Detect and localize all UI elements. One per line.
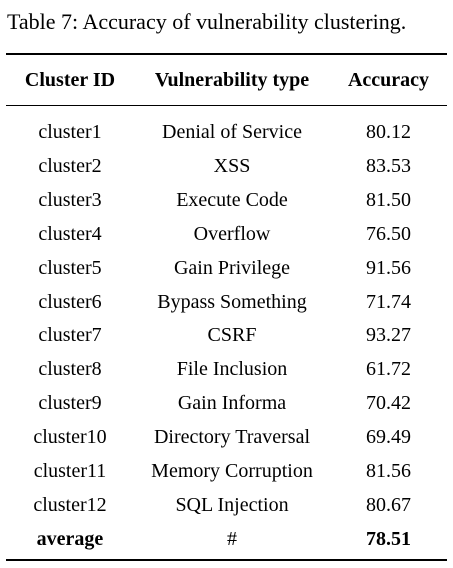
cell-accuracy: 80.67 (366, 494, 411, 516)
cell-vulnerability-type: SQL Injection (175, 494, 289, 516)
cell-vulnerability-type: Gain Informa (177, 392, 287, 414)
average-accuracy: 78.51 (366, 528, 411, 550)
cell-cluster-id: cluster10 (33, 426, 107, 448)
cell-cluster-id: cluster9 (38, 392, 102, 414)
table-caption: Table 7: Accuracy of vulnerability clust… (7, 9, 407, 34)
cell-vulnerability-type: Denial of Service (162, 121, 302, 143)
table-row: cluster5 Gain Privilege 91.56 (6, 253, 447, 283)
table-row: cluster9 Gain Informa 70.42 (6, 388, 447, 418)
cell-cluster-id: cluster5 (38, 257, 102, 279)
table-row: cluster7 CSRF 93.27 (6, 320, 447, 350)
cell-accuracy: 80.12 (366, 121, 411, 143)
cell-cluster-id: cluster8 (38, 358, 102, 380)
table-row: cluster4 Overflow 76.50 (6, 219, 447, 249)
table-row: cluster8 File Inclusion 61.72 (6, 354, 447, 384)
cell-cluster-id: cluster6 (38, 291, 102, 313)
top-rule (6, 53, 447, 55)
table-row: cluster12 SQL Injection 80.67 (6, 490, 447, 520)
header-rule (6, 105, 447, 106)
table-header-row: Cluster ID Vulnerability type Accuracy (6, 65, 447, 95)
cell-accuracy: 91.56 (366, 257, 411, 279)
cell-vulnerability-type: File Inclusion (176, 358, 288, 380)
cell-vulnerability-type: Gain Privilege (173, 257, 291, 279)
table-row: cluster3 Execute Code 81.50 (6, 185, 447, 215)
header-accuracy: Accuracy (347, 69, 430, 91)
header-vulnerability-type: Vulnerability type (154, 69, 310, 91)
average-row: average # 78.51 (6, 524, 447, 554)
cell-accuracy: 93.27 (366, 324, 411, 346)
average-label: average (36, 528, 104, 550)
cell-vulnerability-type: Memory Corruption (151, 460, 313, 482)
cell-cluster-id: cluster12 (33, 494, 107, 516)
cell-cluster-id: cluster1 (38, 121, 102, 143)
table-row: cluster10 Directory Traversal 69.49 (6, 422, 447, 452)
cell-cluster-id: cluster7 (38, 324, 102, 346)
bottom-rule (6, 559, 447, 561)
cell-accuracy: 83.53 (366, 155, 411, 177)
table-row: cluster2 XSS 83.53 (6, 151, 447, 181)
table-row: cluster11 Memory Corruption 81.56 (6, 456, 447, 486)
cell-vulnerability-type: Overflow (193, 223, 271, 245)
cell-accuracy: 81.56 (366, 460, 411, 482)
cell-cluster-id: cluster2 (38, 155, 102, 177)
cell-accuracy: 81.50 (366, 189, 411, 211)
cell-cluster-id: cluster3 (38, 189, 102, 211)
header-cluster-id: Cluster ID (24, 69, 116, 91)
cell-vulnerability-type: Bypass Something (157, 291, 307, 313)
table-row: cluster6 Bypass Something 71.74 (6, 287, 447, 317)
cell-accuracy: 76.50 (366, 223, 411, 245)
cell-accuracy: 71.74 (366, 291, 411, 313)
cell-vulnerability-type: Execute Code (176, 189, 288, 211)
cell-accuracy: 70.42 (366, 392, 411, 414)
cell-vulnerability-type: CSRF (207, 324, 257, 346)
cell-vulnerability-type: Directory Traversal (153, 426, 311, 448)
cell-accuracy: 69.49 (366, 426, 411, 448)
table-row: cluster1 Denial of Service 80.12 (6, 117, 447, 147)
average-type-placeholder: # (227, 528, 237, 550)
cell-vulnerability-type: XSS (213, 155, 251, 177)
cell-cluster-id: cluster4 (38, 223, 102, 245)
cell-cluster-id: cluster11 (33, 460, 107, 482)
cell-accuracy: 61.72 (366, 358, 411, 380)
